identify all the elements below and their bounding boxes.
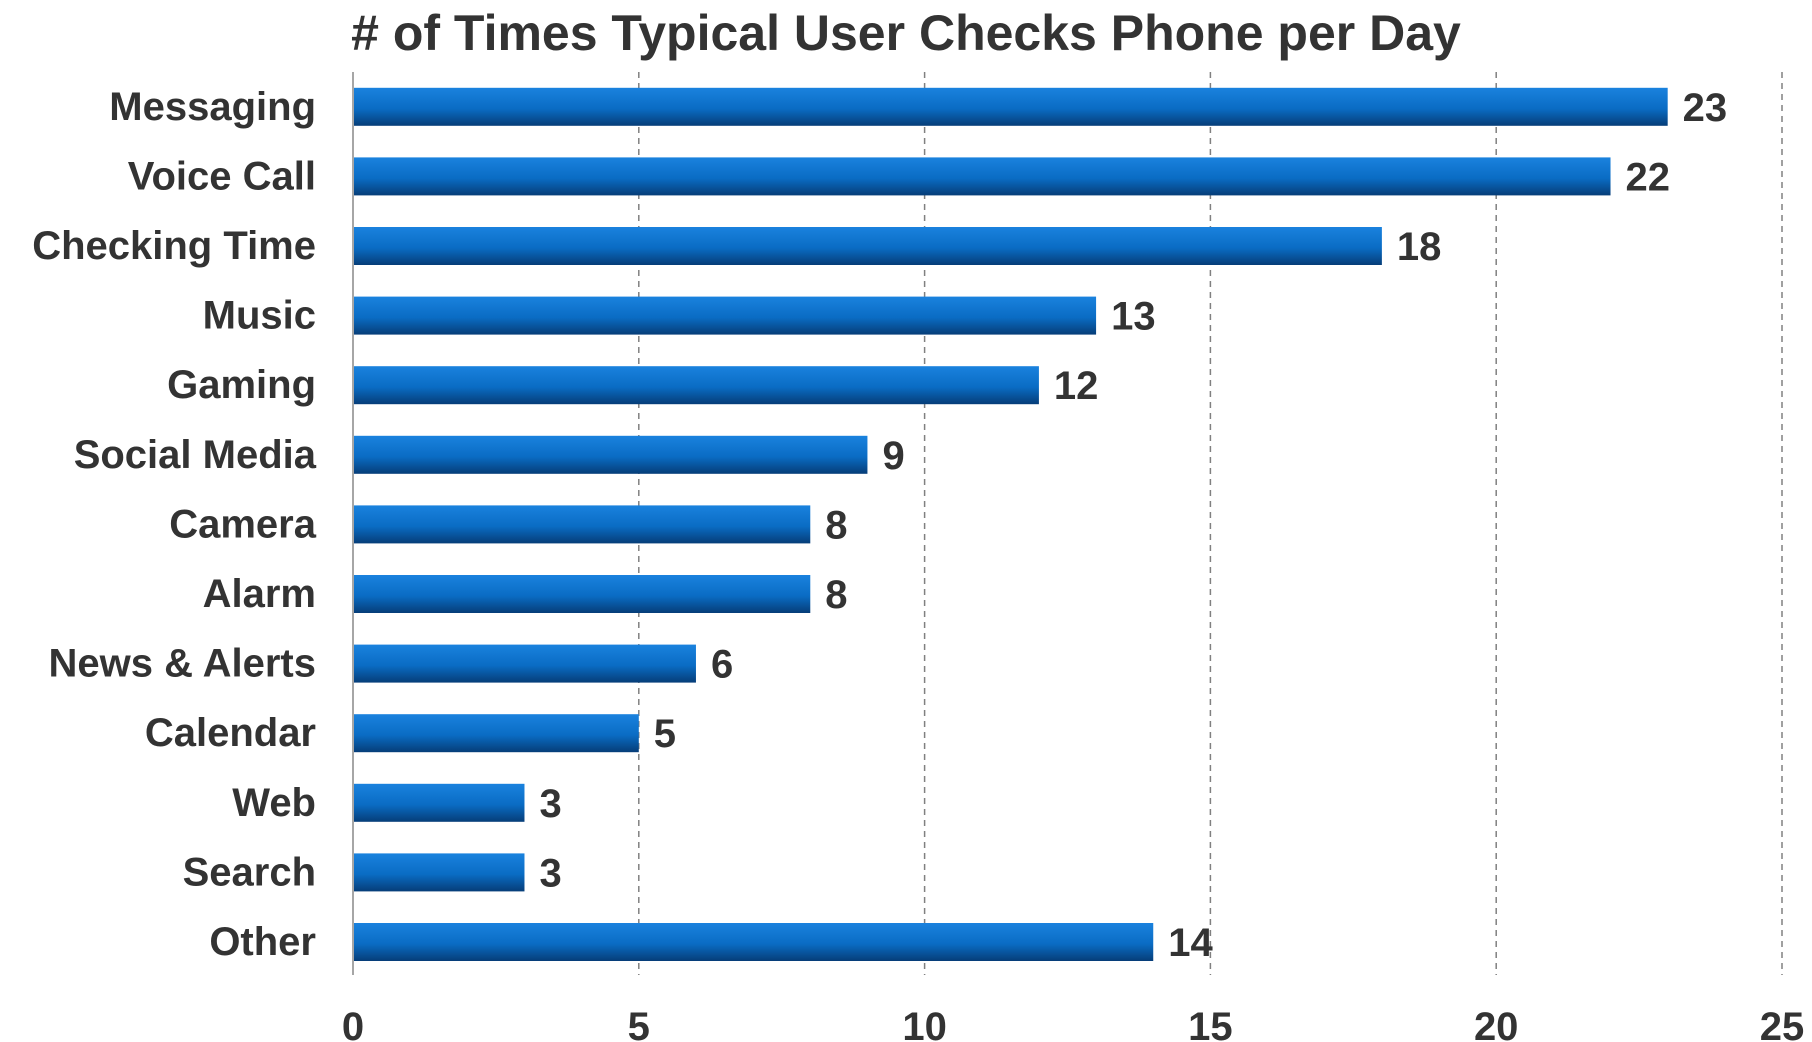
x-tick-label: 25 xyxy=(1760,1005,1805,1042)
category-label: Alarm xyxy=(203,572,316,616)
data-label: 8 xyxy=(825,503,847,547)
category-label: Messaging xyxy=(109,85,316,129)
bar xyxy=(354,714,639,753)
category-label: Gaming xyxy=(167,363,316,407)
bar xyxy=(354,157,1611,196)
bar xyxy=(354,366,1039,405)
category-label: Voice Call xyxy=(128,154,316,198)
category-label: Calendar xyxy=(145,711,316,755)
x-tick-label: 20 xyxy=(1474,1005,1519,1042)
bar xyxy=(354,923,1154,961)
category-label: Web xyxy=(232,781,316,825)
bar xyxy=(354,575,811,613)
data-label: 9 xyxy=(882,434,904,478)
data-label: 13 xyxy=(1111,295,1156,339)
bar xyxy=(354,783,525,822)
bar xyxy=(354,853,525,892)
bar xyxy=(354,435,868,474)
category-label: Camera xyxy=(169,502,317,546)
data-label: 6 xyxy=(711,643,733,687)
x-tick-label: 0 xyxy=(342,1005,364,1042)
chart-title: # of Times Typical User Checks Phone per… xyxy=(351,5,1461,61)
category-label: Social Media xyxy=(74,433,317,477)
data-label: 3 xyxy=(539,782,561,826)
bar xyxy=(354,505,811,544)
x-tick-label: 15 xyxy=(1188,1005,1233,1042)
data-label: 14 xyxy=(1168,921,1213,965)
category-label: Other xyxy=(209,920,316,964)
data-label: 23 xyxy=(1683,86,1728,130)
category-label: Checking Time xyxy=(32,224,316,268)
category-label: News & Alerts xyxy=(49,642,317,686)
data-label: 22 xyxy=(1626,155,1671,199)
category-label: Music xyxy=(203,294,316,338)
data-label: 8 xyxy=(825,573,847,617)
x-tick-label: 10 xyxy=(902,1005,947,1042)
data-label: 12 xyxy=(1054,364,1099,408)
bar xyxy=(354,227,1382,265)
data-label: 3 xyxy=(539,851,561,895)
bar xyxy=(354,644,696,683)
x-tick-label: 5 xyxy=(628,1005,650,1042)
bar xyxy=(354,296,1097,335)
data-label: 5 xyxy=(654,712,676,756)
data-label: 18 xyxy=(1397,225,1442,269)
labels: 0 5 10 15 20 25 Messaging 23 Voice Call 22 Checkin… xyxy=(32,85,1804,1042)
bars xyxy=(354,87,1668,961)
category-label: Search xyxy=(183,850,316,894)
bar xyxy=(354,87,1668,126)
